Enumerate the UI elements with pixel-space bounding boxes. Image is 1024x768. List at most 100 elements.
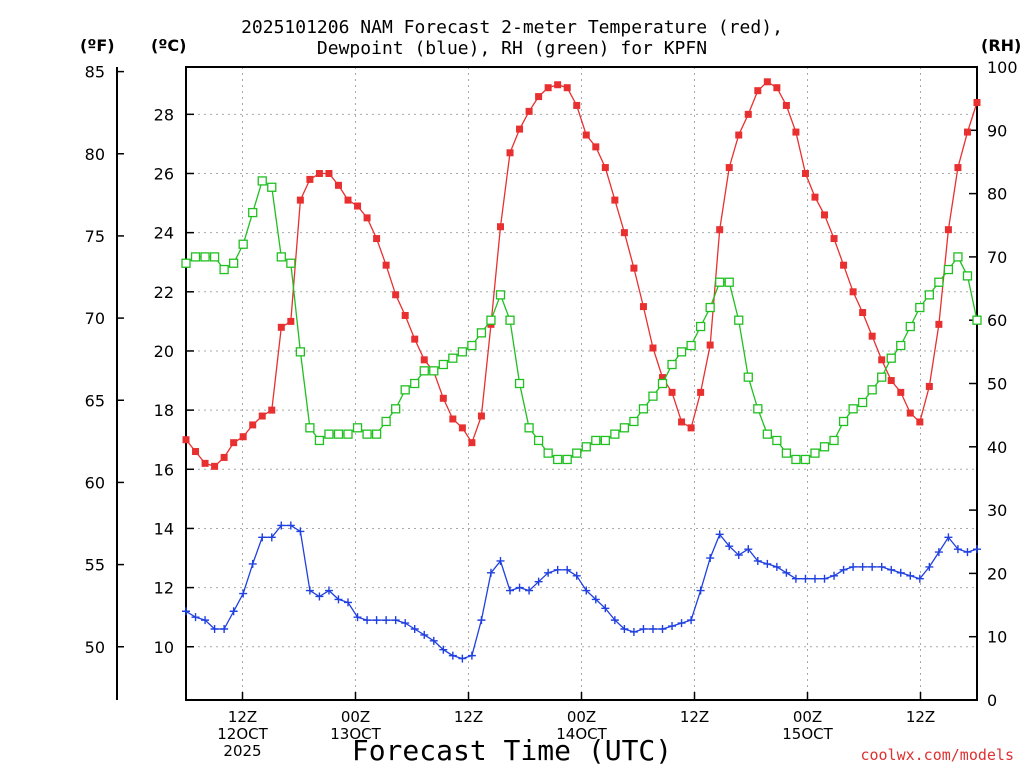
temperature-point [287,317,295,325]
dewpoint-point [810,574,819,583]
temperature-point [744,110,752,118]
rh-point [381,416,391,427]
temperature-point [592,143,600,151]
temperature-point [544,84,552,92]
x-tick-label: 12Z [454,708,483,726]
dewpoint-point [401,619,410,628]
celsius-unit-label: (ºC) [151,36,187,55]
dewpoint-point [715,530,724,539]
rh-point [391,404,401,414]
temperature-point [963,128,971,136]
rh-point [200,252,210,262]
rh-point [829,435,839,446]
fahrenheit-tick-label: 65 [85,391,105,410]
temperature-point [801,169,809,177]
temperature-point [620,229,628,237]
rh-tick-label: 30 [987,501,1007,520]
rh-point [838,416,849,427]
rh-point [553,454,563,465]
rh-point [229,258,239,268]
temperature-point [973,98,981,106]
rh-point [514,378,525,389]
temperature-point [601,164,609,172]
rh-point [267,182,277,192]
dewpoint-point [210,625,219,634]
rh-point [438,359,448,370]
celsius-tick-label: 24 [154,224,174,243]
temperature-point [392,291,400,299]
rh-point [629,416,639,427]
x-axis-title: Forecast Time (UTC) [351,734,673,767]
rh-point [819,442,830,452]
temperature-point [449,415,457,423]
x-tick-label: 00Z [793,708,822,726]
rh-point [886,353,896,363]
rh-point [715,277,725,287]
dewpoint-point [639,625,648,634]
dewpoint-point [706,554,715,563]
fahrenheit-tick-label: 60 [85,473,105,492]
dewpoint-point [896,568,905,577]
dewpoint-point [868,562,877,571]
temperature-point [458,424,466,432]
rh-point [476,328,487,338]
temperature-point [230,439,238,447]
temperature-point [668,388,676,396]
dewpoint-point [248,559,257,568]
dewpoint-point [496,556,505,565]
rh-point [924,290,934,300]
celsius-tick-label: 16 [154,460,174,479]
temperature-point [954,164,962,172]
rh-point [572,448,582,458]
temperature-point [735,131,743,139]
temperature-point [344,196,352,204]
x-tick-label: 2025 [223,742,261,760]
temperature-point [420,356,428,364]
temperature-point [192,448,200,456]
dewpoint-point [572,571,581,580]
rh-point [362,429,372,439]
temperature-point [201,459,209,467]
temperature-point [849,288,857,296]
x-tick-label: 00Z [341,708,370,726]
dewpoint-point [277,521,286,530]
rh-point [877,372,887,382]
dewpoint-point [220,625,229,634]
temperature-point [506,149,514,157]
dewpoint-point [858,562,867,571]
dewpoint-point [286,521,295,530]
dewpoint-point [849,562,858,571]
rh-point [467,340,477,351]
dewpoint-point [534,577,543,586]
x-tick-label: 12Z [906,708,935,726]
fahrenheit-tick-label: 75 [85,227,105,246]
temperature-point [363,214,371,222]
dewpoint-point [296,527,305,536]
dewpoint-point [553,565,562,574]
temperature-point [382,261,390,269]
rh-point [953,252,963,262]
rh-tick-label: 100 [987,58,1018,77]
fahrenheit-tick-label: 85 [85,63,105,82]
rh-point [190,252,201,262]
temperature-point [782,101,790,109]
temperature-point [277,323,285,331]
rh-point [429,366,439,376]
temperature-point [354,202,362,210]
rh-point [848,404,858,414]
dewpoint-point [753,556,762,565]
rh-point [753,404,763,414]
source-credit: coolwx.com/models [860,746,1014,764]
rh-point [915,302,925,313]
temperature-point [611,196,619,204]
temperature-point [763,78,771,86]
rh-point [495,290,506,300]
dewpoint-point [477,616,486,625]
rh-point [581,442,591,452]
temperature-point [525,107,533,115]
temperature-point [439,394,447,402]
dewpoint-point [439,645,448,654]
temperature-point [401,311,409,319]
temperature-point [211,462,219,470]
temperature-point [697,388,705,396]
